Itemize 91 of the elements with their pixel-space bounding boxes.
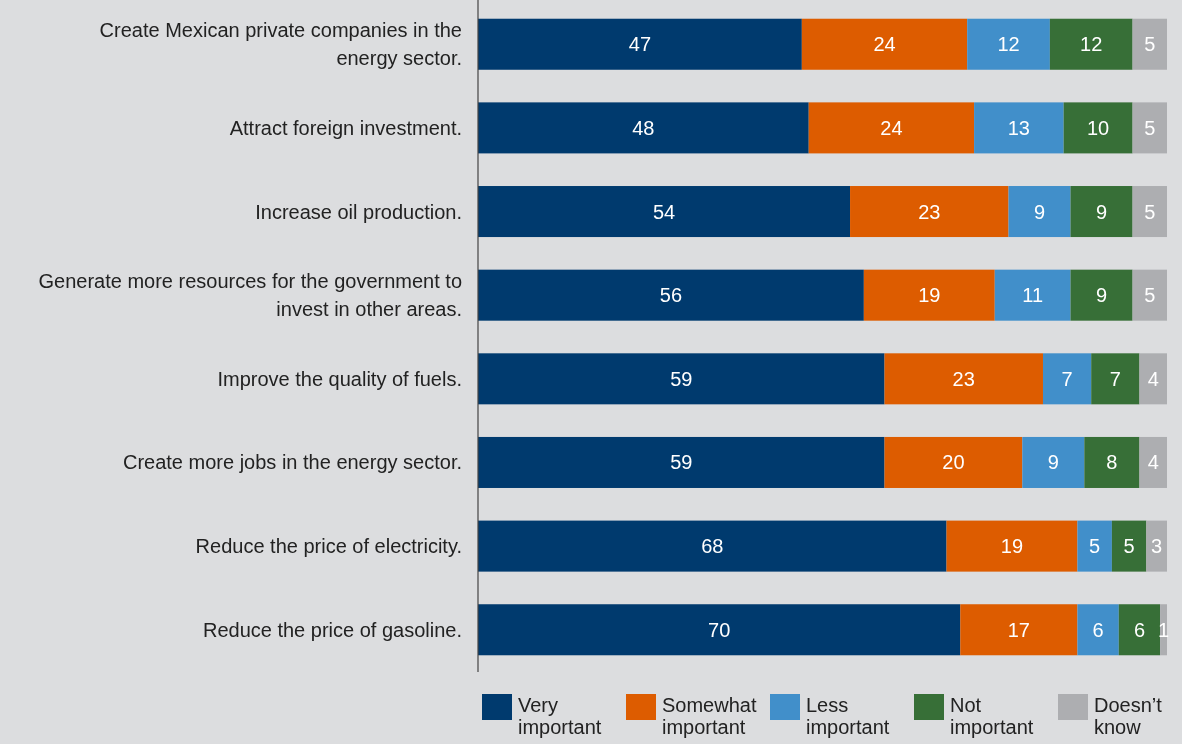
data-label: 10	[1086, 116, 1110, 139]
bar	[1132, 102, 1167, 154]
bar	[1132, 18, 1167, 70]
bar	[1132, 186, 1167, 238]
data-label: 59	[670, 451, 693, 474]
bar	[884, 436, 1023, 488]
legend-label: Not important	[950, 694, 1034, 738]
data-label: 7	[1109, 367, 1121, 390]
bar	[1049, 18, 1133, 70]
bar	[801, 18, 968, 70]
y-tick-label: Create Mexican private companies in the energy sector.	[99, 19, 462, 70]
data-label: 6	[1133, 618, 1145, 641]
bar	[478, 102, 809, 154]
data-label: 24	[880, 116, 903, 139]
bar	[1077, 520, 1112, 572]
data-label: 5	[1144, 284, 1156, 307]
bar	[1077, 604, 1119, 656]
y-tick-label: Create more jobs in the energy sector.	[122, 451, 462, 474]
data-label: 5	[1144, 200, 1156, 223]
bar	[967, 18, 1050, 70]
bar	[863, 269, 995, 321]
y-tick-label: Increase oil production.	[255, 200, 462, 223]
bar	[478, 436, 885, 488]
legend-label: Doesn’t know	[1094, 694, 1163, 738]
data-label: 54	[652, 200, 676, 223]
data-label: 23	[918, 200, 941, 223]
y-tick-label: Reduce the price of gasoline.	[202, 618, 462, 641]
bar	[1111, 520, 1147, 572]
y-tick-label: Reduce the price of electricity.	[195, 535, 462, 558]
bar	[884, 353, 1043, 405]
bar	[478, 604, 961, 656]
bar	[1042, 353, 1092, 405]
data-label: 5	[1144, 116, 1156, 139]
data-label: 19	[1000, 535, 1024, 558]
data-label: 5	[1144, 33, 1156, 56]
bar	[1132, 269, 1167, 321]
data-label: 11	[1022, 284, 1044, 307]
bar	[1084, 436, 1140, 488]
data-label: 9	[1095, 200, 1108, 223]
legend-label: Very important	[518, 694, 602, 738]
data-label: 17	[1007, 618, 1030, 641]
bar	[850, 186, 1009, 238]
bar	[1070, 186, 1133, 238]
data-label: 4	[1147, 367, 1159, 390]
bar	[478, 520, 947, 572]
data-label: 59	[670, 367, 693, 390]
data-label: 9	[1095, 284, 1108, 307]
bar	[478, 18, 802, 70]
y-tick-label: Attract foreign investment.	[229, 116, 462, 139]
data-label: 8	[1106, 451, 1118, 474]
bar	[808, 102, 975, 154]
data-label: 47	[628, 33, 652, 56]
bar	[1139, 353, 1167, 405]
y-tick-label: Generate more resources for the government to invest in other areas.	[38, 270, 462, 321]
data-label: 5	[1089, 535, 1101, 558]
data-label: 13	[1007, 116, 1030, 139]
bar	[1118, 604, 1161, 656]
data-label: 19	[918, 284, 941, 307]
data-label: 12	[997, 33, 1020, 56]
data-label: 20	[942, 451, 965, 474]
bar	[1008, 186, 1071, 238]
data-label: 3	[1151, 535, 1163, 558]
data-label: 48	[632, 116, 655, 139]
data-label: 4	[1147, 451, 1159, 474]
legend-label: Somewhat important	[662, 694, 757, 738]
bar	[1091, 353, 1140, 405]
bar	[994, 269, 1071, 321]
bar	[478, 269, 864, 321]
bar	[1070, 269, 1133, 321]
bar	[1063, 102, 1133, 154]
data-label: 23	[952, 367, 975, 390]
data-label: 56	[659, 284, 683, 307]
bar	[1146, 520, 1167, 572]
y-tick-label: Improve the quality of fuels.	[217, 367, 462, 390]
bar	[478, 186, 851, 238]
data-label: 5	[1123, 535, 1135, 558]
bar	[946, 520, 1078, 572]
bar	[974, 102, 1064, 154]
bar	[1022, 436, 1085, 488]
legend-label: Less important	[806, 694, 890, 738]
data-label: 68	[701, 535, 724, 558]
data-label: 6	[1092, 618, 1104, 641]
data-label: 9	[1047, 451, 1059, 474]
bar	[960, 604, 1078, 656]
data-label: 7	[1061, 367, 1073, 390]
data-label: 12	[1080, 33, 1103, 56]
bar	[478, 353, 885, 405]
bar	[1139, 436, 1167, 488]
data-label: 9	[1033, 200, 1046, 223]
data-label: 70	[708, 618, 731, 641]
data-label: 24	[873, 33, 896, 56]
